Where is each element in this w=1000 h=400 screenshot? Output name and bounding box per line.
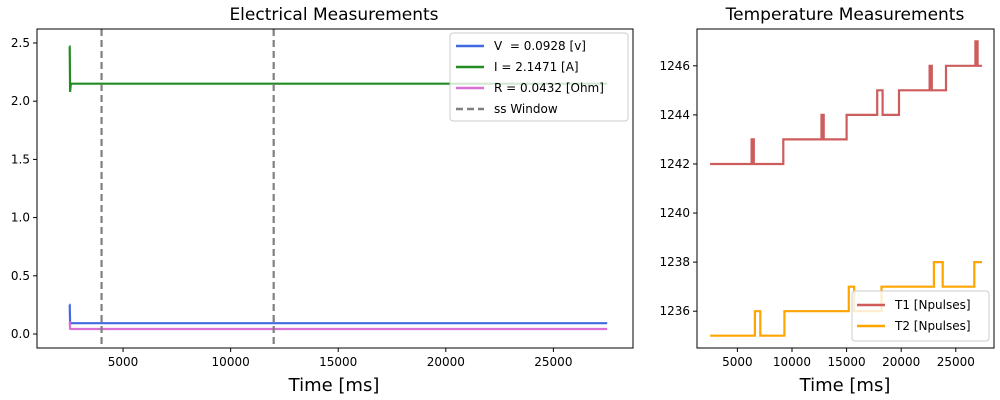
electrical-y-tick-label: 1.5 — [11, 152, 30, 166]
temperature-legend-box — [851, 290, 990, 342]
temperature-x-axis-label: Time [ms] — [799, 375, 891, 396]
temperature-y-tick-label: 1240 — [659, 206, 690, 220]
temperature-x-tick-label: 10000 — [773, 355, 811, 369]
electrical-series-line-1 — [68, 45, 608, 92]
temperature-plot-frame — [696, 28, 995, 349]
electrical-x-tick-label: 20000 — [427, 355, 465, 369]
legend-label-ss-window: ss Window — [494, 102, 558, 116]
legend-label-r: R = 0.0432 [Ohm] — [494, 81, 604, 95]
electrical-plot-frame — [36, 28, 634, 349]
electrical-y-tick-label: 2.5 — [11, 36, 30, 50]
temperature-series-line-0 — [710, 40, 982, 166]
electrical-legend-box — [449, 32, 629, 122]
temperature-x-tick-label: 25000 — [937, 355, 975, 369]
electrical-x-tick-label: 5000 — [108, 355, 139, 369]
electrical-y-tick-label: 2.0 — [11, 94, 30, 108]
temperature-y-tick-label: 1244 — [659, 108, 690, 122]
temperature-x-tick-label: 20000 — [882, 355, 920, 369]
temperature-legend: T1 [Npulses] T2 [Npulses] — [851, 290, 990, 342]
legend-label-i: I = 2.1471 [A] — [494, 60, 579, 74]
temperature-y-tick-label: 1238 — [659, 255, 690, 269]
electrical-chart: Electrical Measurements 5000 10000 15000 20… — [11, 5, 634, 396]
electrical-y-tick-label: 0.0 — [11, 327, 30, 341]
temperature-chart: Temperature Measurements 5000 10000 15000 2… — [659, 5, 995, 396]
electrical-y-tick-label: 0.5 — [11, 269, 30, 283]
electrical-series-line-0 — [68, 303, 608, 326]
temperature-x-tick-label: 5000 — [722, 355, 753, 369]
electrical-chart-title: Electrical Measurements — [229, 5, 438, 25]
temperature-y-tick-label: 1246 — [659, 59, 690, 73]
electrical-x-tick-label: 15000 — [319, 355, 357, 369]
temperature-chart-title: Temperature Measurements — [725, 5, 965, 25]
electrical-y-tick-label: 1.0 — [11, 211, 30, 225]
legend-label-t2: T2 [Npulses] — [894, 319, 971, 333]
temperature-x-tick-label: 15000 — [827, 355, 865, 369]
temperature-y-tick-label: 1236 — [659, 304, 690, 318]
electrical-x-axis-label: Time [ms] — [288, 375, 380, 396]
electrical-x-tick-label: 25000 — [534, 355, 572, 369]
electrical-legend: V = 0.0928 [v] I = 2.1471 [A] R = 0.0432… — [449, 32, 629, 122]
electrical-x-tick-label: 10000 — [212, 355, 250, 369]
electrical-series-line-2 — [68, 321, 608, 331]
temperature-y-tick-label: 1242 — [659, 157, 690, 171]
legend-label-t1: T1 [Npulses] — [894, 298, 971, 312]
legend-label-v: V = 0.0928 [v] — [494, 39, 586, 53]
